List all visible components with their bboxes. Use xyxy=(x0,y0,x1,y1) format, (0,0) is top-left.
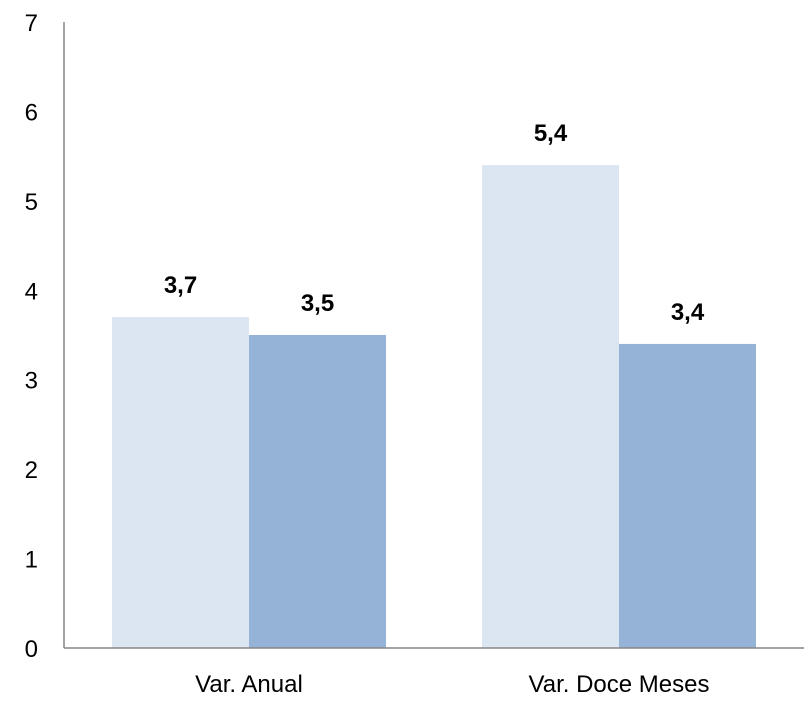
y-tick-label: 0 xyxy=(25,636,38,663)
y-tick-label: 5 xyxy=(25,189,38,216)
y-tick-label: 6 xyxy=(25,99,38,126)
bar xyxy=(619,343,756,648)
data-label: 3,4 xyxy=(671,299,705,326)
y-tick-label: 4 xyxy=(25,278,38,305)
bar xyxy=(482,165,619,649)
x-category-label: Var. Anual xyxy=(195,671,303,698)
y-tick-label: 1 xyxy=(25,547,38,574)
x-category-label: Var. Doce Meses xyxy=(529,671,710,698)
bars-group xyxy=(112,165,756,649)
y-tick-label: 3 xyxy=(25,368,38,395)
bar xyxy=(112,317,249,648)
data-label: 3,5 xyxy=(301,290,334,317)
bar xyxy=(249,335,386,648)
y-tick-labels-group: 0 1 2 3 4 5 6 7 xyxy=(25,10,38,663)
x-category-labels-group: Var. Anual Var. Doce Meses xyxy=(195,671,709,698)
data-label: 3,7 xyxy=(164,272,197,299)
y-tick-label: 7 xyxy=(25,10,38,37)
data-labels-group: 3,7 3,5 5,4 3,4 xyxy=(164,120,705,326)
y-tick-label: 2 xyxy=(25,457,38,484)
data-label: 5,4 xyxy=(534,120,568,147)
